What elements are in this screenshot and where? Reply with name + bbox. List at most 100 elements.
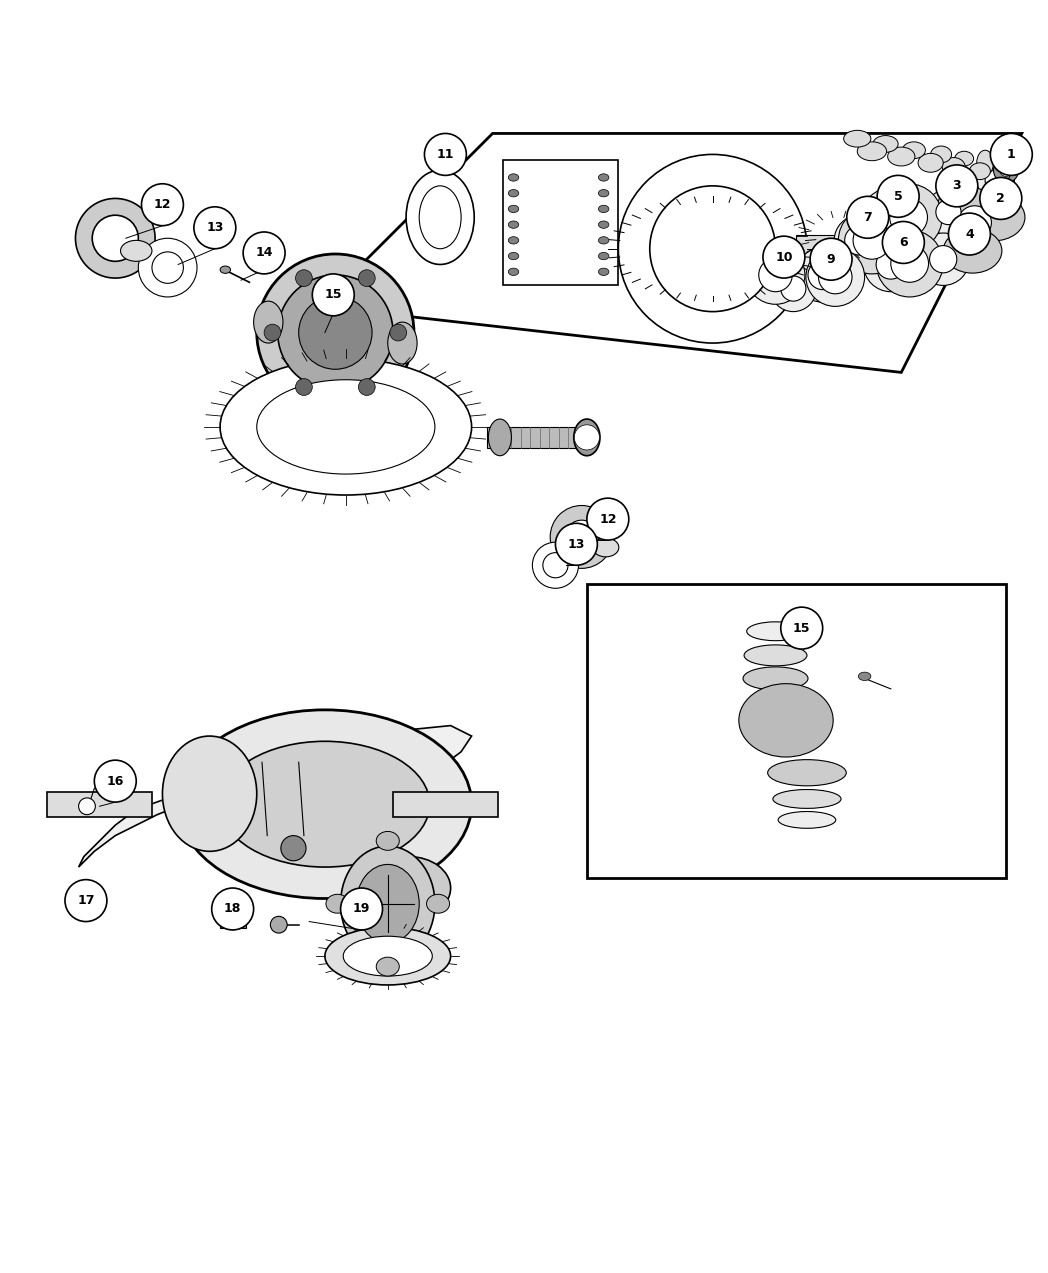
Circle shape <box>296 270 312 286</box>
Ellipse shape <box>931 146 952 163</box>
Ellipse shape <box>938 185 990 224</box>
Circle shape <box>650 186 776 312</box>
Circle shape <box>278 275 393 391</box>
Circle shape <box>864 237 918 292</box>
Ellipse shape <box>121 241 152 261</box>
Text: 17: 17 <box>78 894 94 908</box>
Circle shape <box>92 215 138 261</box>
Polygon shape <box>320 134 1022 373</box>
Circle shape <box>555 523 597 565</box>
Circle shape <box>853 222 891 260</box>
Text: 15: 15 <box>793 621 810 635</box>
Circle shape <box>994 158 1019 183</box>
Text: 14: 14 <box>256 247 272 260</box>
Circle shape <box>936 165 978 206</box>
Ellipse shape <box>969 163 990 179</box>
Circle shape <box>818 260 852 294</box>
Bar <box>487 426 592 448</box>
Ellipse shape <box>325 927 451 985</box>
Ellipse shape <box>598 269 609 275</box>
Circle shape <box>985 171 1006 191</box>
Circle shape <box>847 196 889 238</box>
Circle shape <box>936 200 961 224</box>
Circle shape <box>281 835 306 861</box>
Circle shape <box>618 154 807 342</box>
Circle shape <box>925 188 971 236</box>
Ellipse shape <box>773 789 840 808</box>
Text: 6: 6 <box>899 236 908 250</box>
Circle shape <box>79 798 95 815</box>
Text: 7: 7 <box>864 211 872 224</box>
Circle shape <box>958 206 991 239</box>
Circle shape <box>565 521 598 554</box>
Circle shape <box>874 201 908 234</box>
Ellipse shape <box>778 811 836 829</box>
Ellipse shape <box>220 266 231 274</box>
Text: 13: 13 <box>568 537 585 551</box>
Text: 3: 3 <box>953 179 961 192</box>
Ellipse shape <box>488 419 511 456</box>
Circle shape <box>312 274 354 316</box>
Ellipse shape <box>406 171 474 265</box>
Ellipse shape <box>955 151 974 165</box>
Circle shape <box>358 270 375 286</box>
Text: 4: 4 <box>965 228 974 241</box>
Circle shape <box>94 760 136 802</box>
Bar <box>220 906 246 928</box>
Polygon shape <box>79 726 472 867</box>
Ellipse shape <box>376 957 399 976</box>
Text: 19: 19 <box>353 903 370 915</box>
Ellipse shape <box>508 222 519 228</box>
Circle shape <box>390 325 407 341</box>
Bar <box>587 584 1006 877</box>
Ellipse shape <box>598 174 609 181</box>
Circle shape <box>1000 164 1012 177</box>
Circle shape <box>945 193 1004 252</box>
Ellipse shape <box>326 895 349 913</box>
Circle shape <box>270 917 287 933</box>
Circle shape <box>882 222 924 264</box>
Circle shape <box>746 246 805 304</box>
Text: 13: 13 <box>206 222 223 234</box>
Circle shape <box>341 889 383 931</box>
Ellipse shape <box>508 252 519 260</box>
Ellipse shape <box>743 667 808 690</box>
Circle shape <box>781 276 806 302</box>
Ellipse shape <box>857 141 887 160</box>
Circle shape <box>806 248 865 307</box>
Circle shape <box>75 199 155 278</box>
Ellipse shape <box>574 419 601 456</box>
Circle shape <box>759 258 792 292</box>
Circle shape <box>990 134 1032 176</box>
Bar <box>503 159 618 285</box>
Circle shape <box>861 188 920 247</box>
Circle shape <box>358 378 375 396</box>
Circle shape <box>891 244 929 283</box>
Ellipse shape <box>962 193 1025 241</box>
Ellipse shape <box>942 158 965 177</box>
Circle shape <box>574 425 599 449</box>
Circle shape <box>550 505 613 568</box>
Circle shape <box>770 266 816 312</box>
Ellipse shape <box>388 322 417 364</box>
Circle shape <box>141 183 183 225</box>
Ellipse shape <box>918 153 943 172</box>
Circle shape <box>917 233 969 285</box>
Ellipse shape <box>343 936 432 976</box>
Circle shape <box>948 213 990 255</box>
Circle shape <box>838 206 905 274</box>
Ellipse shape <box>508 174 519 181</box>
Ellipse shape <box>844 130 871 148</box>
Circle shape <box>138 238 197 297</box>
Bar <box>796 236 912 265</box>
Ellipse shape <box>162 736 257 852</box>
Ellipse shape <box>598 252 609 260</box>
Ellipse shape <box>254 302 283 342</box>
Circle shape <box>977 162 1014 200</box>
Ellipse shape <box>508 269 519 275</box>
Circle shape <box>65 880 107 922</box>
Circle shape <box>763 237 805 278</box>
Circle shape <box>243 232 285 274</box>
Ellipse shape <box>873 135 898 153</box>
Circle shape <box>587 498 629 540</box>
